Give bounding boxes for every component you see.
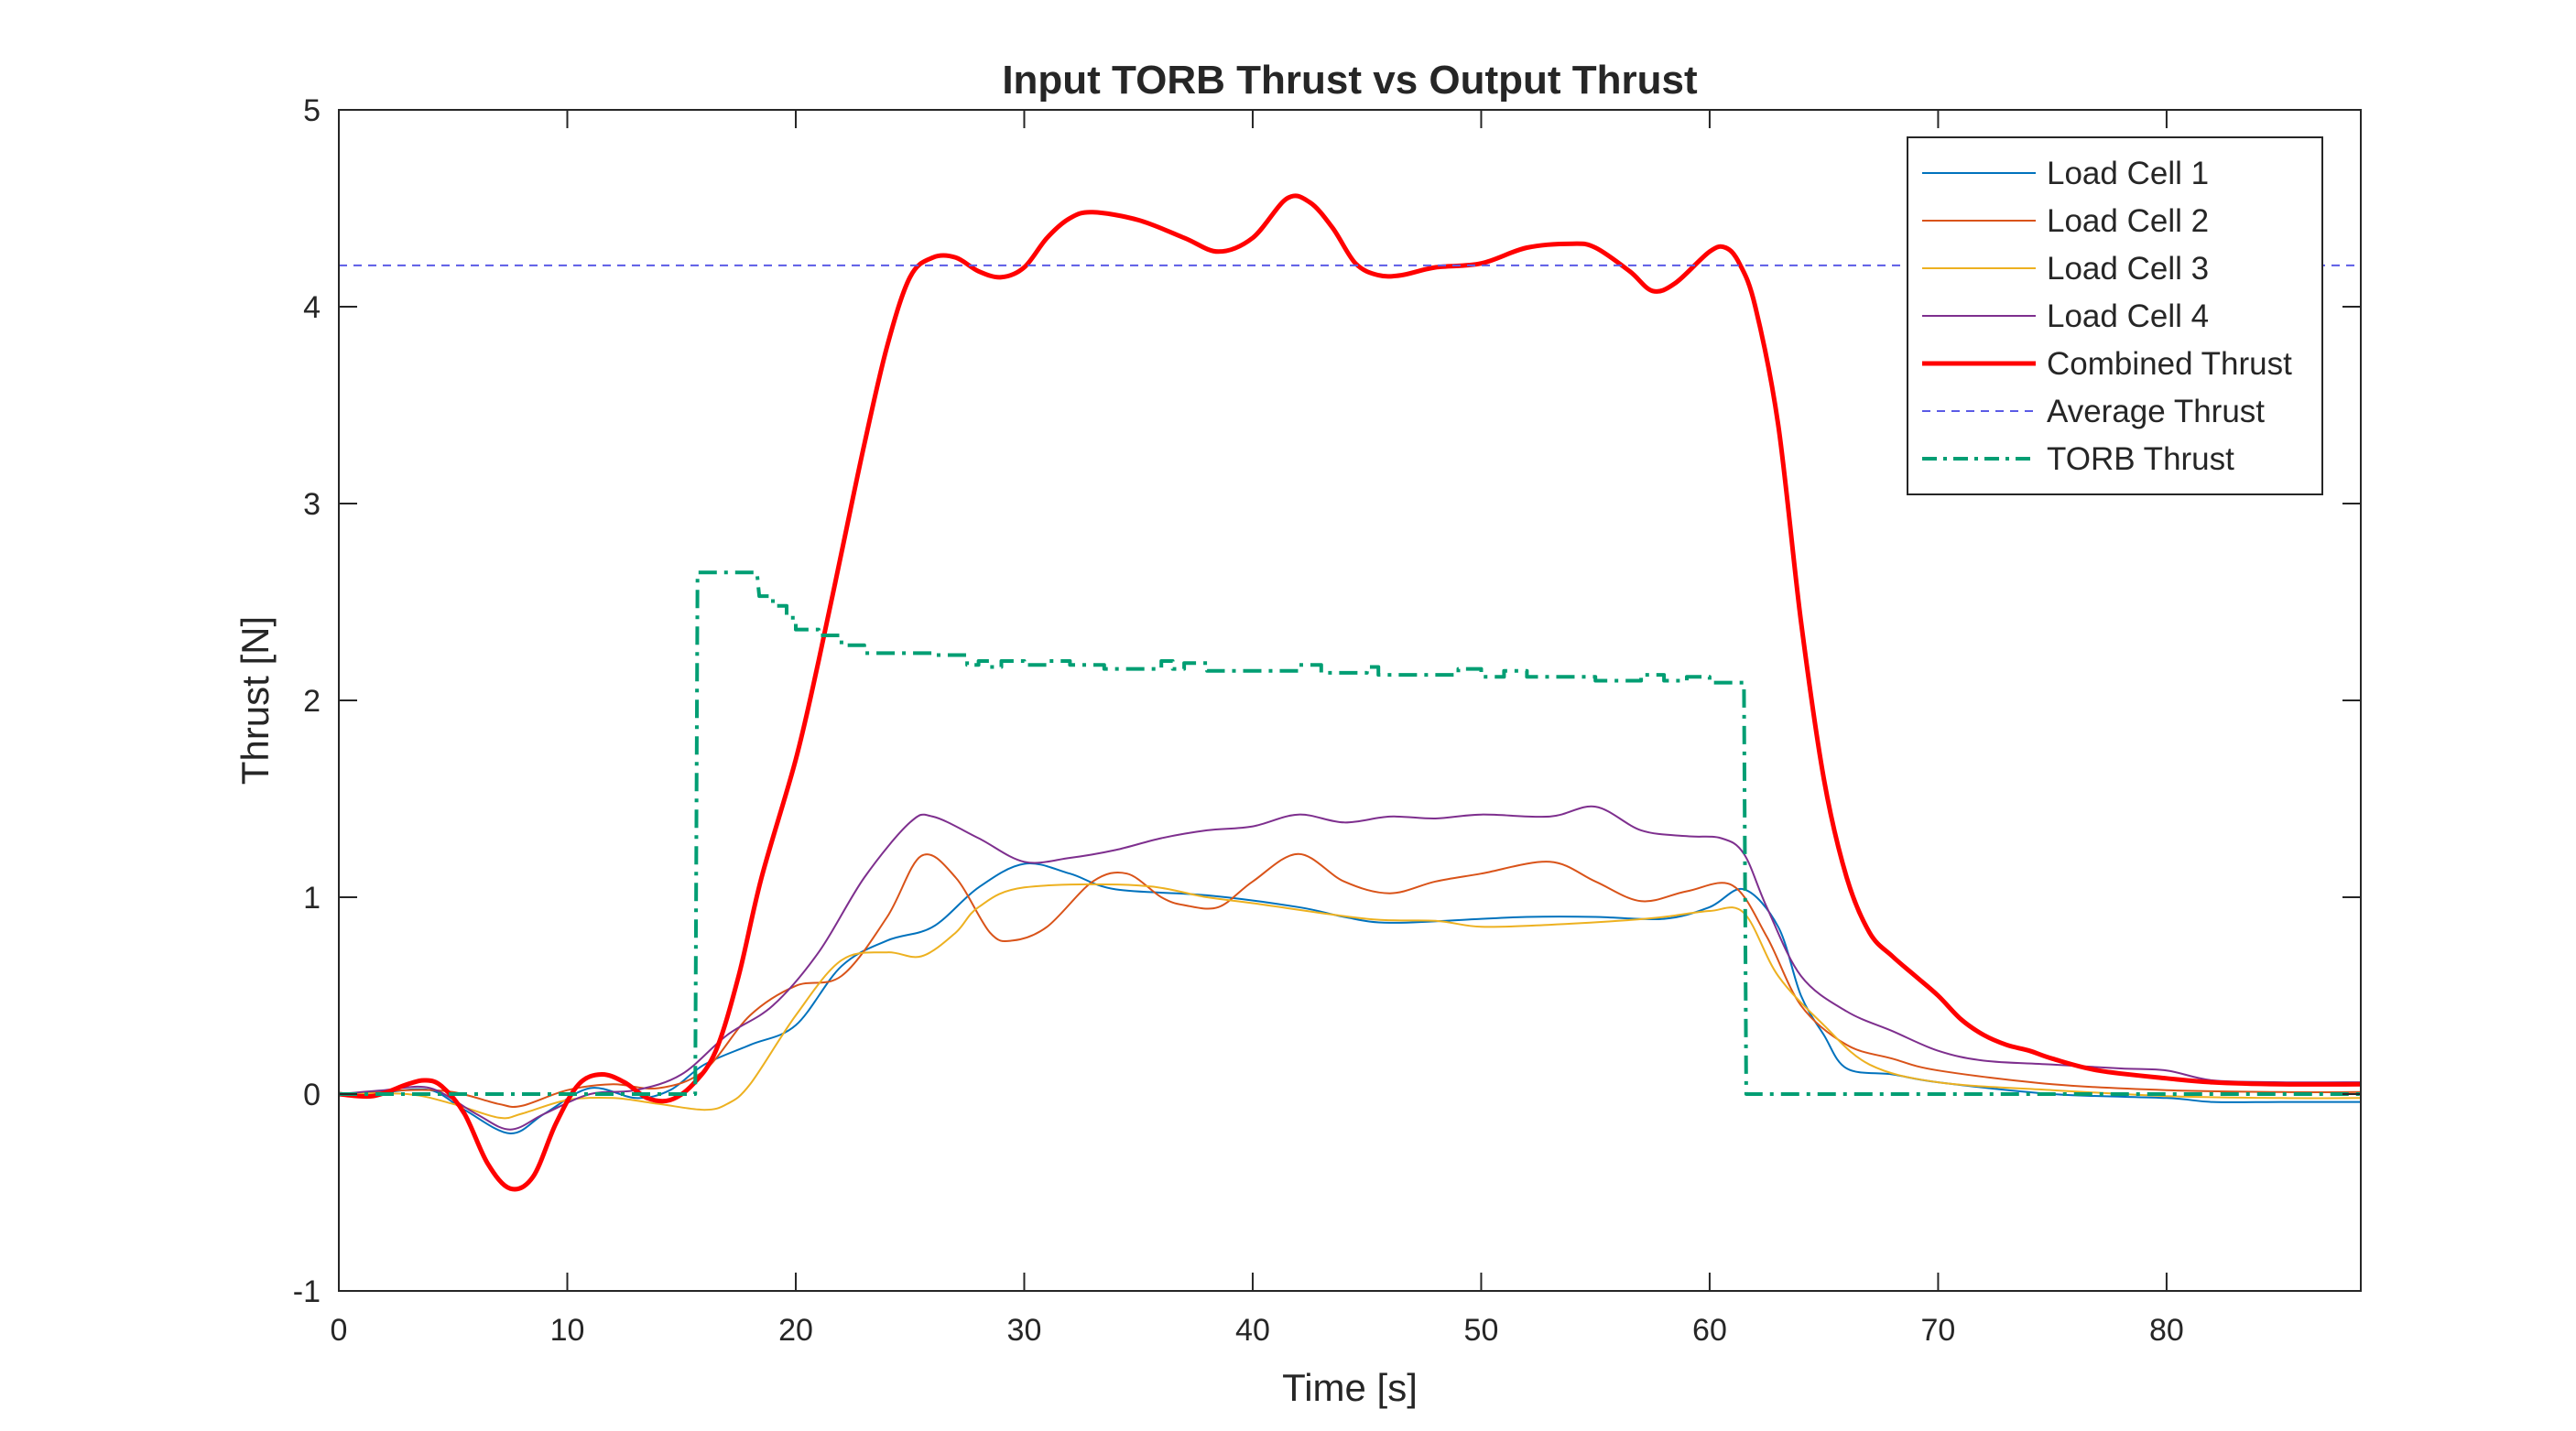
series-line-torb-thrust <box>339 570 2361 1096</box>
x-tick-label: 70 <box>1921 1313 1956 1348</box>
y-tick-label: -1 <box>293 1274 321 1309</box>
y-tick-label: 4 <box>303 290 321 325</box>
legend-label-load-cell-2: Load Cell 2 <box>2047 203 2209 239</box>
x-tick-label: 10 <box>550 1313 585 1348</box>
chart-title: Input TORB Thrust vs Output Thrust <box>1002 58 1698 103</box>
y-tick-label: 5 <box>303 93 321 128</box>
legend-label-average-thrust: Average Thrust <box>2047 394 2265 429</box>
legend-label-torb-thrust: TORB Thrust <box>2047 441 2234 477</box>
legend-label-load-cell-4: Load Cell 4 <box>2047 298 2209 334</box>
x-tick-label: 60 <box>1692 1313 1727 1348</box>
y-tick-label: 1 <box>303 881 321 916</box>
legend-label-combined-thrust: Combined Thrust <box>2047 346 2292 382</box>
x-tick-label: 20 <box>778 1313 813 1348</box>
y-axis-label: Thrust [N] <box>234 616 277 785</box>
legend-label-load-cell-3: Load Cell 3 <box>2047 251 2209 287</box>
series-line-load-cell-2 <box>338 852 2362 1108</box>
x-tick-label: 30 <box>1007 1313 1042 1348</box>
legend: Load Cell 1 Load Cell 2 Load Cell 3 Load Ce… <box>1907 136 2323 495</box>
y-tick-label: 2 <box>303 684 321 719</box>
x-tick-label: 0 <box>331 1313 348 1348</box>
x-tick-label: 80 <box>2149 1313 2184 1348</box>
series-line-load-cell-4 <box>338 805 2362 1131</box>
series-line-combined-thrust <box>338 193 2362 1192</box>
series-line-load-cell-3 <box>338 883 2362 1120</box>
x-axis: 0 10 20 30 40 50 60 70 80 <box>331 110 2184 1348</box>
x-tick-label: 50 <box>1464 1313 1499 1348</box>
y-tick-label: 0 <box>303 1078 321 1112</box>
legend-label-load-cell-1: Load Cell 1 <box>2047 156 2209 191</box>
y-axis: -1 0 1 2 3 4 5 <box>293 93 2361 1309</box>
series-layer <box>338 193 2362 1192</box>
x-tick-label: 40 <box>1235 1313 1270 1348</box>
y-tick-label: 3 <box>303 487 321 522</box>
x-axis-label: Time [s] <box>1282 1366 1418 1409</box>
